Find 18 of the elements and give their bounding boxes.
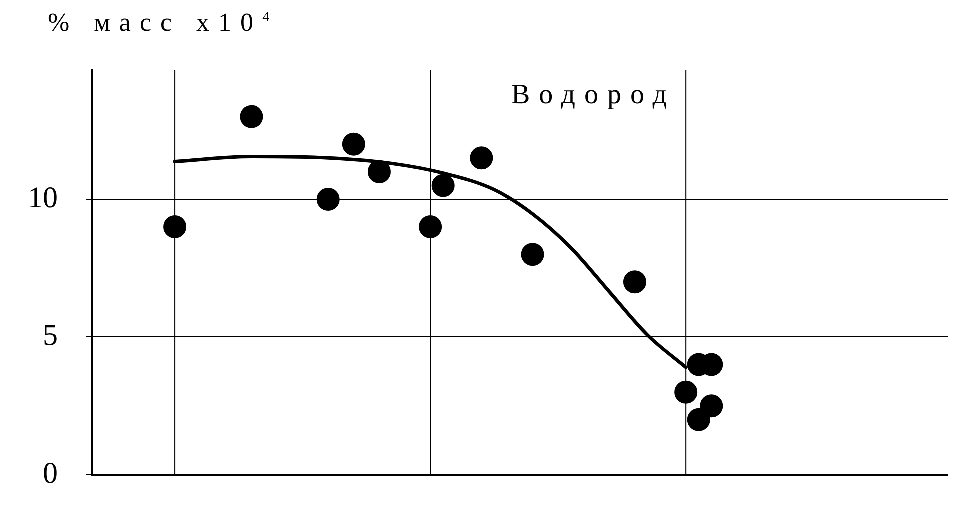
point — [419, 216, 442, 239]
point — [432, 174, 455, 198]
point — [316, 188, 340, 211]
point — [700, 394, 724, 418]
point — [470, 146, 494, 170]
y-tick-label: 10 — [28, 181, 58, 214]
point — [164, 216, 187, 239]
point — [240, 105, 264, 128]
point — [687, 408, 710, 432]
point — [342, 132, 366, 156]
y-tick-label: 0 — [43, 456, 58, 490]
point — [623, 270, 646, 294]
y-tick-label: 5 — [43, 319, 58, 352]
y-axis-title: % масс x10$^{4}$ — [48, 8, 279, 38]
point — [521, 243, 544, 266]
point — [674, 380, 698, 404]
annotation: Водород — [511, 79, 676, 110]
point — [368, 160, 391, 184]
